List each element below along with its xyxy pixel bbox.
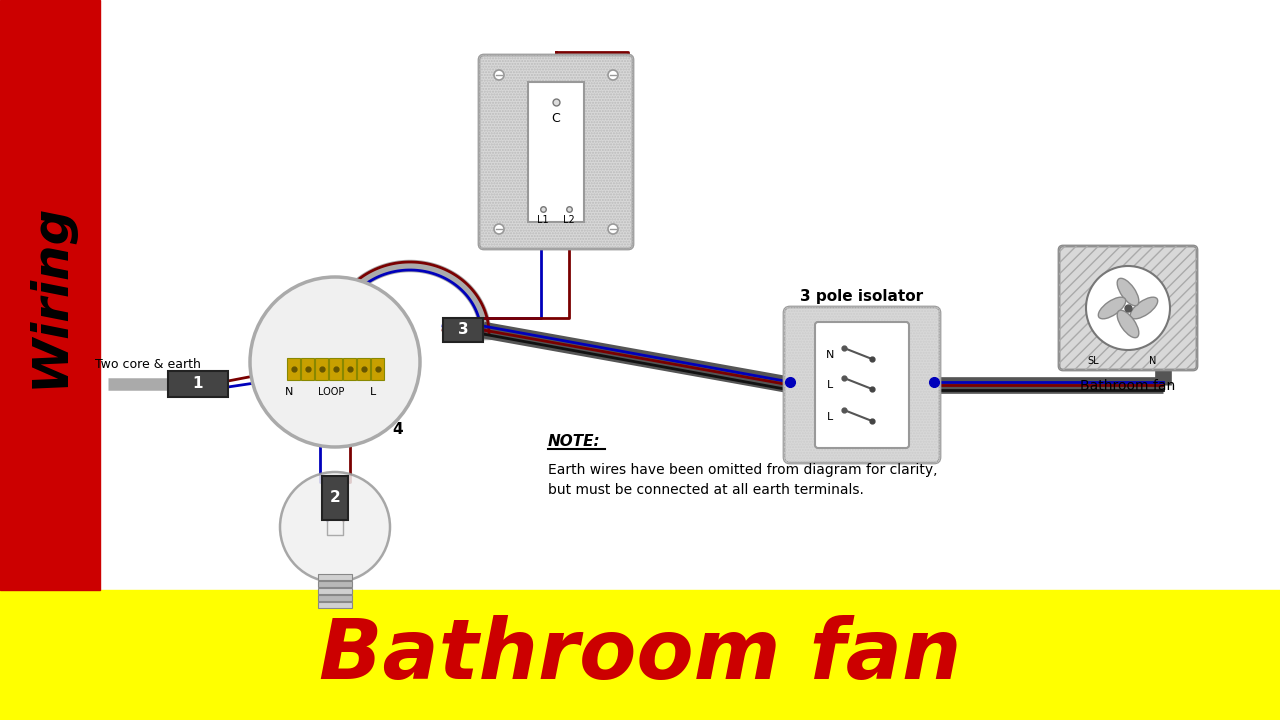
FancyBboxPatch shape bbox=[815, 322, 909, 448]
Text: L: L bbox=[827, 412, 833, 422]
Ellipse shape bbox=[1130, 297, 1157, 319]
Text: SL: SL bbox=[1087, 356, 1098, 366]
Text: Bathroom fan: Bathroom fan bbox=[1080, 379, 1175, 393]
Bar bbox=[317, 588, 352, 594]
Bar bbox=[371, 358, 384, 380]
Text: LOOP: LOOP bbox=[317, 387, 344, 397]
Bar bbox=[323, 476, 348, 520]
Text: 4: 4 bbox=[393, 423, 403, 438]
Text: L2: L2 bbox=[563, 215, 575, 225]
FancyBboxPatch shape bbox=[479, 55, 634, 249]
Text: Earth wires have been omitted from diagram for clarity,: Earth wires have been omitted from diagr… bbox=[548, 463, 937, 477]
Bar bbox=[315, 358, 328, 380]
Bar bbox=[357, 358, 370, 380]
Bar bbox=[317, 602, 352, 608]
Circle shape bbox=[1085, 266, 1170, 350]
Bar bbox=[287, 358, 300, 380]
Text: 3 pole isolator: 3 pole isolator bbox=[800, 289, 924, 305]
Circle shape bbox=[608, 70, 618, 80]
Ellipse shape bbox=[1117, 310, 1139, 338]
Text: C: C bbox=[552, 112, 561, 125]
Bar bbox=[529, 82, 584, 222]
Bar bbox=[329, 358, 342, 380]
Bar bbox=[343, 358, 356, 380]
Text: Two core & earth: Two core & earth bbox=[95, 359, 201, 372]
Text: Bathroom fan: Bathroom fan bbox=[319, 614, 961, 696]
Text: L: L bbox=[370, 387, 376, 397]
Circle shape bbox=[250, 277, 420, 447]
Bar bbox=[168, 371, 228, 397]
Circle shape bbox=[494, 224, 504, 234]
Text: N: N bbox=[1149, 356, 1157, 366]
Bar bbox=[443, 318, 483, 342]
Text: but must be connected at all earth terminals.: but must be connected at all earth termi… bbox=[548, 483, 864, 497]
Ellipse shape bbox=[1098, 297, 1125, 319]
FancyBboxPatch shape bbox=[1059, 246, 1197, 370]
Circle shape bbox=[494, 70, 504, 80]
Bar bbox=[301, 358, 314, 380]
Text: Wiring: Wiring bbox=[26, 202, 74, 387]
Bar bbox=[317, 574, 352, 580]
Text: L: L bbox=[827, 380, 833, 390]
Text: N: N bbox=[826, 350, 835, 360]
Bar bbox=[317, 595, 352, 601]
FancyBboxPatch shape bbox=[783, 307, 940, 463]
Bar bbox=[0, 590, 1280, 720]
Bar bbox=[317, 581, 352, 587]
Bar bbox=[0, 0, 100, 590]
Text: L1: L1 bbox=[538, 215, 549, 225]
Circle shape bbox=[608, 224, 618, 234]
Text: 1: 1 bbox=[193, 377, 204, 392]
Text: N: N bbox=[285, 387, 293, 397]
Text: NOTE:: NOTE: bbox=[548, 434, 600, 449]
Circle shape bbox=[280, 472, 390, 582]
Text: 3: 3 bbox=[458, 323, 468, 338]
Ellipse shape bbox=[1117, 279, 1139, 306]
Text: 2: 2 bbox=[330, 490, 340, 505]
